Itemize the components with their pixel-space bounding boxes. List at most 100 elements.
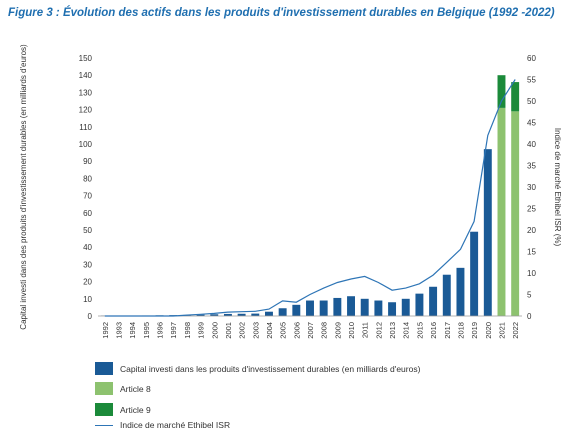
bar-capital [306,300,314,316]
bar-capital [388,302,397,316]
x-tick-label: 2014 [402,322,411,339]
bar-capital [360,298,369,316]
x-tick-label: 2001 [224,322,233,339]
legend-item-capital: Capital investi dans les produits d'inve… [95,362,420,375]
x-tick-label: 2005 [279,322,288,339]
legend-item-article9: Article 9 [95,403,151,416]
x-tick-label: 2010 [347,322,356,339]
legend-label-article8: Article 8 [120,383,151,394]
y2-tick-label: 10 [527,269,536,278]
x-tick-label: 2018 [456,322,465,339]
y2-tick-label: 0 [527,312,532,321]
x-tick-label: 2011 [361,322,370,338]
bar-capital [442,274,451,316]
y2-tick-label: 55 [527,76,536,85]
x-tick-label: 1997 [169,322,178,339]
y2-tick-label: 45 [527,119,536,128]
y2-tick-label: 20 [527,226,536,235]
bar-article8 [511,111,520,316]
x-tick-label: 2000 [210,322,219,339]
bar-article9 [511,82,520,112]
y-tick-label: 70 [83,192,92,201]
y-axis-title: Capital investi dans des produits d'inve… [19,44,28,330]
x-tick-label: 2006 [292,322,301,339]
y2-tick-label: 5 [527,291,532,300]
y-tick-label: 60 [83,209,92,218]
y2-tick-label: 40 [527,140,536,149]
x-tick-label: 2015 [415,322,424,339]
bar-capital [292,304,301,316]
legend-label-index: Indice de marché Ethibel ISR [120,420,231,430]
y-tick-label: 90 [83,157,92,166]
x-tick-label: 2017 [443,322,452,339]
y2-tick-label: 30 [527,183,536,192]
y-tick-label: 150 [79,54,93,63]
legend-item-index: Indice de marché Ethibel ISR [95,420,230,430]
x-tick-label: 2009 [333,322,342,339]
bar-capital [347,296,355,316]
bar-capital [223,313,232,316]
bar-capital [483,149,492,316]
bar-capital [237,313,246,316]
bar-capital [333,297,342,316]
legend-item-article8: Article 8 [95,382,151,395]
x-tick-label: 1992 [101,322,110,339]
y-tick-label: 50 [83,226,92,235]
bar-capital [265,311,273,316]
y2-tick-label: 25 [527,205,536,214]
y-tick-label: 110 [79,123,92,132]
x-tick-label: 2002 [238,322,247,339]
x-tick-label: 2008 [320,322,329,339]
x-tick-label: 1998 [183,322,192,339]
x-tick-label: 1999 [197,322,206,339]
x-tick-label: 1994 [128,322,137,339]
y2-tick-label: 50 [527,97,536,106]
x-tick-label: 2016 [429,322,438,339]
bar-capital [401,298,410,316]
x-tick-label: 2022 [511,322,520,339]
legend-line-index [95,424,113,426]
y-tick-label: 140 [79,71,93,80]
bar-capital [319,300,328,316]
x-tick-label: 2004 [265,322,274,339]
bar-capital [415,293,424,316]
bar-capital [278,308,287,316]
x-tick-label: 2012 [374,322,383,339]
legend-swatch-article9 [95,403,113,416]
y-tick-label: 40 [83,243,92,252]
y-tick-label: 100 [79,140,93,149]
y-tick-label: 80 [83,174,92,183]
bar-capital [429,286,438,316]
x-tick-label: 2019 [470,322,479,339]
bar-capital [251,313,260,316]
y2-tick-label: 60 [527,54,536,63]
y-tick-label: 0 [88,312,93,321]
legend-swatch-capital [95,362,113,375]
bar-capital [456,267,465,316]
bar-capital [470,231,479,316]
y-tick-label: 10 [83,295,92,304]
x-tick-label: 2007 [306,322,315,339]
chart-title: Figure 3 : Évolution des actifs dans les… [8,7,555,19]
x-tick-label: 2003 [251,322,260,339]
x-tick-label: 2021 [497,322,506,339]
y2-tick-label: 35 [527,162,536,171]
bar-capital [196,314,205,316]
y2-tick-label: 15 [527,248,536,257]
y-tick-label: 120 [79,106,93,115]
bar-capital [210,314,219,316]
x-tick-label: 1995 [142,322,151,339]
x-tick-label: 1993 [115,322,124,339]
x-tick-label: 1996 [156,322,165,339]
legend-label-capital: Capital investi dans les produits d'inve… [120,363,421,374]
y-tick-label: 30 [83,260,92,269]
y-tick-label: 130 [79,88,93,97]
legend-swatch-article8 [95,382,113,395]
line-index [104,79,516,317]
x-tick-label: 2013 [388,322,397,339]
bar-article8 [497,107,506,316]
y2-axis-title: Indice de marché Ethibel ISR (%) [553,128,562,247]
x-tick-label: 2020 [484,322,493,339]
